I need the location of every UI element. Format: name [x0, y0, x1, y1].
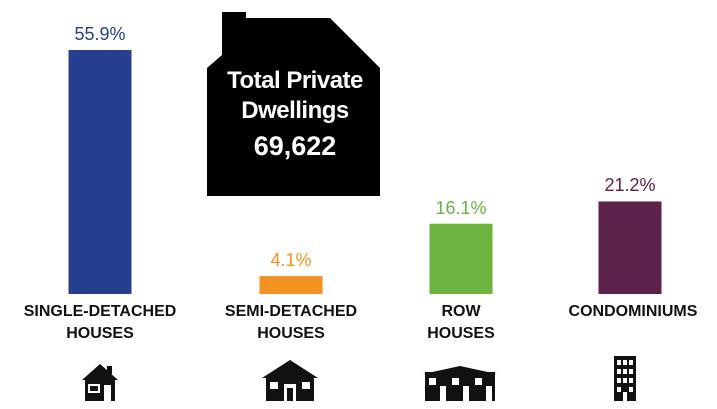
category-label: SINGLE-DETACHED HOUSES: [23, 303, 177, 342]
single-house-icon: [82, 364, 118, 401]
value-label: 21.2%: [604, 175, 656, 196]
bar: [259, 276, 323, 294]
total-value: 69,622: [253, 131, 337, 161]
row-house-icon: [423, 366, 497, 401]
category-label: SEMI-DETACHED HOUSES: [224, 303, 358, 342]
value-label: 55.9%: [74, 24, 126, 44]
condo-icon: [614, 356, 636, 401]
house-text: Total Private Dwellings 69,622: [212, 66, 378, 164]
value-label: 16.1%: [435, 197, 487, 218]
bar: [598, 201, 662, 294]
bar: [429, 223, 493, 294]
total-title: Total Private Dwellings: [227, 67, 363, 124]
house-shape: [207, 12, 380, 196]
semi-house-icon: [262, 360, 318, 401]
category-label: CONDOMINIUMS: [568, 303, 698, 320]
value-label: 4.1%: [270, 250, 312, 271]
bar: [68, 50, 132, 294]
category-label: ROW HOUSES: [427, 303, 495, 342]
